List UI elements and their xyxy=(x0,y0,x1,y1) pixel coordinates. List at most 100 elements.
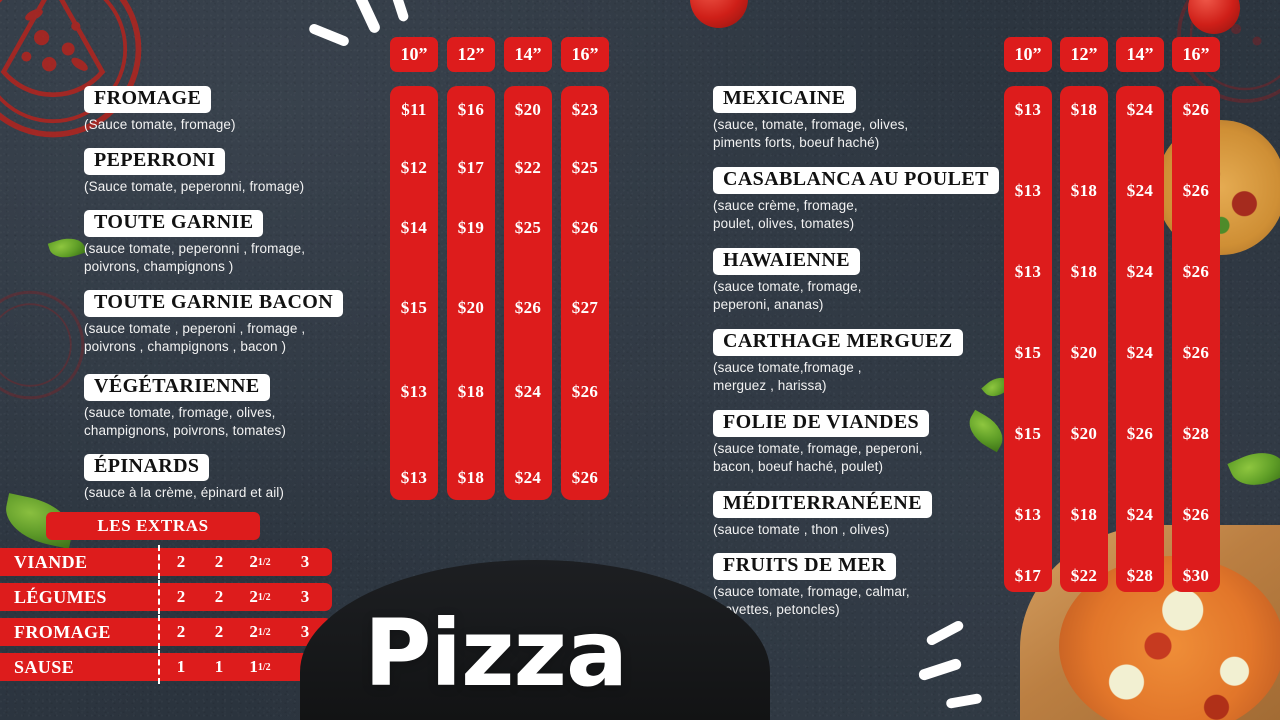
menu-item[interactable]: ÉPINARDS (sauce à la crème, épinard et a… xyxy=(84,454,284,502)
price-value: $13 xyxy=(400,382,428,401)
menu-item[interactable]: TOUTE GARNIE BACON (sauce tomate , peper… xyxy=(84,290,344,356)
menu-item[interactable]: FOLIE DE VIANDES (sauce tomate, fromage,… xyxy=(713,410,941,476)
price-value: $18 xyxy=(1070,181,1098,200)
price-value: $17 xyxy=(1014,566,1042,585)
extras-value-half: 1 1/2 xyxy=(249,657,271,676)
price-value: $24 xyxy=(1126,100,1154,119)
size-header-chip[interactable]: 12” xyxy=(447,37,495,72)
menu-item-description: (sauce tomate , thon , olives) xyxy=(713,521,890,537)
size-header-chip[interactable]: 16” xyxy=(1172,37,1220,72)
menu-item-description: (sauce tomate, fromage, peperoni, bacon,… xyxy=(713,440,923,474)
extras-row[interactable]: LÉGUMES 2 2 2 1/2 3 xyxy=(0,580,332,614)
menu-item[interactable]: VÉGÉTARIENNE (sauce tomate, fromage, oli… xyxy=(84,374,300,440)
pizza-stamp-icon xyxy=(0,0,148,149)
price-value: $14 xyxy=(400,218,428,237)
menu-item-description: (sauce tomate, fromage, peperoni, ananas… xyxy=(713,278,862,312)
extras-value: 2 xyxy=(214,622,224,641)
price-value: $26 xyxy=(1182,100,1210,119)
menu-item[interactable]: PEPERRONI (Sauce tomate, peperonni, from… xyxy=(84,148,304,196)
price-value: $12 xyxy=(400,158,428,177)
price-value: $25 xyxy=(514,218,542,237)
menu-item-description: (sauce tomate, peperonni , fromage, poiv… xyxy=(84,240,306,274)
extras-divider xyxy=(158,545,160,579)
menu-item[interactable]: CARTHAGE MERGUEZ (sauce tomate,fromage ,… xyxy=(713,329,963,395)
price-value: $18 xyxy=(1070,505,1098,524)
price-value: $18 xyxy=(1070,262,1098,281)
price-value: $26 xyxy=(1182,505,1210,524)
extras-row[interactable]: FROMAGE 2 2 2 1/2 3 xyxy=(0,615,332,649)
price-value: $15 xyxy=(1014,424,1042,443)
price-value: $26 xyxy=(571,382,599,401)
extras-value: 1 xyxy=(214,657,224,676)
menu-item[interactable]: CASABLANCA AU POULET (sauce crème, froma… xyxy=(713,167,999,233)
price-value: $13 xyxy=(1014,181,1042,200)
price-value: $20 xyxy=(1070,424,1098,443)
size-header-chip[interactable]: 14” xyxy=(504,37,552,72)
extras-row[interactable]: VIANDE 2 2 2 1/2 3 xyxy=(0,545,332,579)
menu-item-name: VÉGÉTARIENNE xyxy=(84,374,270,401)
size-header-chip[interactable]: 12” xyxy=(1060,37,1108,72)
menu-item[interactable]: MEXICAINE (sauce, tomate, fromage, olive… xyxy=(713,86,928,152)
extras-divider xyxy=(158,615,160,649)
extras-value: 2 xyxy=(176,622,186,641)
price-value: $24 xyxy=(1126,181,1154,200)
menu-item[interactable]: HAWAIENNE (sauce tomate, fromage, pepero… xyxy=(713,248,883,314)
price-value: $22 xyxy=(514,158,542,177)
menu-item-description: (sauce, tomate, fromage, olives, piments… xyxy=(713,116,909,150)
extras-value: 2 xyxy=(214,587,224,606)
extras-value: 2 xyxy=(176,587,186,606)
price-value: $24 xyxy=(1126,262,1154,281)
price-value: $13 xyxy=(1014,505,1042,524)
price-value: $15 xyxy=(400,298,428,317)
price-value: $28 xyxy=(1182,424,1210,443)
menu-item-name: PEPERRONI xyxy=(84,148,226,175)
menu-item[interactable]: TOUTE GARNIE (sauce tomate, peperonni , … xyxy=(84,210,312,276)
size-header-chip[interactable]: 14” xyxy=(1116,37,1164,72)
price-bar-column: $24 $24 $24 $24 $26 $24 $28 xyxy=(1116,86,1164,592)
extras-value-half: 2 1/2 xyxy=(249,552,271,571)
menu-item-name: ÉPINARDS xyxy=(84,454,210,481)
size-header-chip[interactable]: 16” xyxy=(561,37,609,72)
price-bar-column: $26 $26 $26 $26 $28 $26 $30 xyxy=(1172,86,1220,592)
price-bar-column: $16 $17 $19 $20 $18 $18 xyxy=(447,86,495,500)
menu-item[interactable]: FROMAGE (Sauce tomate, fromage) xyxy=(84,86,236,134)
price-value: $18 xyxy=(1070,100,1098,119)
extras-row-label: LÉGUMES xyxy=(14,586,107,607)
price-value: $26 xyxy=(571,468,599,487)
extras-value-half: 2 1/2 xyxy=(249,587,271,606)
price-value: $13 xyxy=(1014,262,1042,281)
price-value: $24 xyxy=(514,382,542,401)
extras-divider xyxy=(158,650,160,684)
price-value: $18 xyxy=(457,382,485,401)
extras-value: 3 xyxy=(300,587,310,606)
menu-item-name: TOUTE GARNIE BACON xyxy=(84,290,344,317)
extras-value: 1 xyxy=(176,657,186,676)
price-value: $13 xyxy=(400,468,428,487)
extras-divider xyxy=(158,580,160,614)
price-value: $23 xyxy=(571,100,599,119)
menu-item-name: MÉDITERRANÉENE xyxy=(713,491,932,518)
menu-item-description: (sauce tomate , peperoni , fromage , poi… xyxy=(84,320,306,354)
price-value: $26 xyxy=(1182,262,1210,281)
price-bar-column: $23 $25 $26 $27 $26 $26 xyxy=(561,86,609,500)
extras-row-label: SAUSE xyxy=(14,656,75,677)
extras-value: 2 xyxy=(176,552,186,571)
size-header-chip[interactable]: 10” xyxy=(1004,37,1052,72)
pizza-stamp-icon-secondary xyxy=(1170,0,1280,115)
extras-row[interactable]: SAUSE 1 1 11/2 2 xyxy=(0,650,332,684)
size-header-chip[interactable]: 10” xyxy=(390,37,438,72)
extras-row-label: VIANDE xyxy=(14,551,88,572)
menu-item-name: FOLIE DE VIANDES xyxy=(713,410,930,437)
price-value: $19 xyxy=(457,218,485,237)
extras-row-label: FROMAGE xyxy=(14,621,111,642)
menu-item[interactable]: MÉDITERRANÉENE (sauce tomate , thon , ol… xyxy=(713,491,932,539)
price-value: $26 xyxy=(1182,343,1210,362)
menu-item-name: TOUTE GARNIE xyxy=(84,210,264,237)
extras-value: 2 xyxy=(214,552,224,571)
extras-value: 3 xyxy=(300,552,310,571)
price-bar-column: $11 $12 $14 $15 $13 $13 xyxy=(390,86,438,500)
price-bar-column: $18 $18 $18 $20 $20 $18 $22 xyxy=(1060,86,1108,592)
menu-item[interactable]: FRUITS DE MER (sauce tomate, fromage, ca… xyxy=(713,553,928,619)
price-value: $26 xyxy=(514,298,542,317)
price-value: $18 xyxy=(457,468,485,487)
